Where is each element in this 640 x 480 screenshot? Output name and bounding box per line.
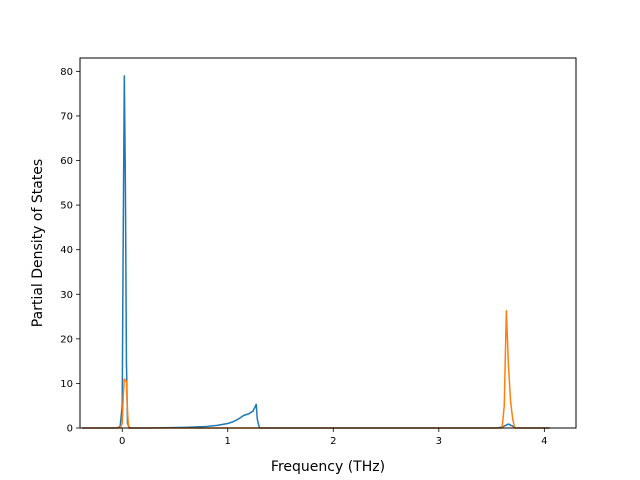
y-tick-label: 80 — [60, 67, 73, 78]
y-tick-label: 40 — [60, 245, 73, 256]
y-tick-label: 70 — [60, 111, 73, 122]
x-tick-label: 0 — [119, 436, 125, 447]
x-tick-label: 2 — [330, 436, 336, 447]
y-tick-label: 60 — [60, 156, 73, 167]
x-axis-label: Frequency (THz) — [271, 459, 385, 475]
y-tick-label: 50 — [60, 201, 73, 212]
x-tick-label: 4 — [541, 436, 547, 447]
x-tick-label: 3 — [436, 436, 442, 447]
y-tick-label: 30 — [60, 290, 73, 301]
axes-frame — [79, 57, 577, 429]
y-tick-label: 0 — [67, 424, 73, 435]
y-axis-label: Partial Density of States — [30, 159, 46, 327]
y-tick-label: 20 — [60, 334, 73, 345]
y-tick-label: 10 — [60, 379, 73, 390]
x-tick-label: 1 — [225, 436, 231, 447]
